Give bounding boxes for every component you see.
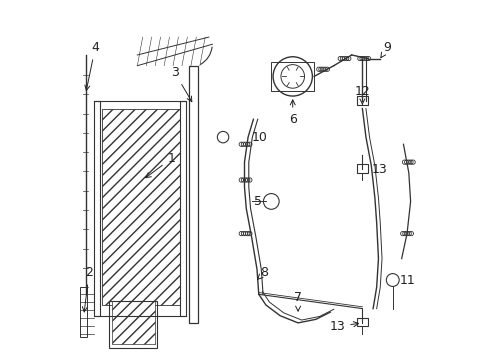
Text: 3: 3 xyxy=(170,66,191,102)
Bar xyxy=(102,109,180,305)
Text: 13: 13 xyxy=(329,320,358,333)
Text: 1: 1 xyxy=(145,152,175,178)
Bar xyxy=(189,66,198,323)
Bar xyxy=(108,301,157,348)
Bar xyxy=(112,301,155,344)
Bar xyxy=(356,164,367,173)
Text: 12: 12 xyxy=(354,85,369,104)
Bar xyxy=(356,96,367,105)
Text: 13: 13 xyxy=(370,163,386,176)
Bar xyxy=(271,62,313,91)
Text: 11: 11 xyxy=(399,274,415,287)
Text: 2: 2 xyxy=(82,266,93,312)
Bar xyxy=(180,102,185,316)
Text: 10: 10 xyxy=(251,131,267,144)
Bar xyxy=(80,287,86,337)
Text: 6: 6 xyxy=(288,100,296,126)
Bar xyxy=(356,318,367,327)
Text: 4: 4 xyxy=(85,41,99,90)
Text: 7: 7 xyxy=(293,291,302,311)
Text: 9: 9 xyxy=(380,41,390,58)
Text: 8: 8 xyxy=(257,266,267,280)
Text: 5: 5 xyxy=(253,195,261,208)
Bar xyxy=(94,102,100,316)
